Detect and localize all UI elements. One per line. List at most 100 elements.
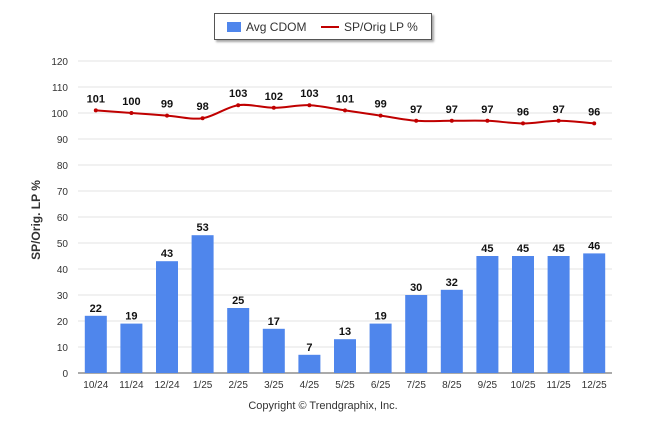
legend-item-line[interactable]: SP/Orig LP % [321, 14, 418, 39]
y-tick-label: 60 [57, 213, 69, 224]
bar [262, 328, 285, 373]
y-tick-label: 40 [57, 265, 69, 276]
bar [227, 308, 250, 373]
bar [334, 339, 356, 373]
legend-line-label: SP/Orig LP % [344, 19, 418, 34]
line-point [485, 118, 490, 123]
bar-data-label: 45 [481, 243, 493, 255]
line-data-labels: 101 100 99 98 103 102 103 101 99 97 97 97 96 97 96 [87, 88, 601, 118]
line-data-label: 98 [196, 101, 208, 113]
bar [440, 289, 463, 373]
copyright-footer: Copyright © Trendgraphix, Inc. [248, 400, 398, 412]
line-point [271, 105, 276, 110]
bar [512, 256, 534, 373]
line-data-label: 97 [481, 104, 493, 116]
line-data-label: 103 [300, 88, 318, 100]
bar [476, 256, 499, 373]
bar-data-label: 43 [161, 248, 173, 260]
bar-data-label: 7 [306, 342, 312, 354]
y-tick-label: 50 [57, 239, 69, 250]
x-tick-label: 7/25 [406, 380, 426, 391]
bar-data-label: 22 [90, 303, 102, 315]
bar-data-label: 25 [232, 295, 244, 307]
y-axis-label: SP/Orig. LP % [29, 180, 43, 260]
bar [191, 235, 214, 373]
line-point [414, 118, 419, 123]
line-data-label: 96 [588, 106, 600, 118]
line-data-label: 101 [336, 93, 354, 105]
x-tick-label: 2/25 [228, 380, 248, 391]
legend-item-bar[interactable]: Avg CDOM [227, 14, 306, 39]
bar-data-label: 45 [517, 243, 529, 255]
x-tick-labels: 10/24 11/24 12/24 1/25 2/25 3/25 4/25 5/25 6/25 7… [83, 380, 607, 391]
x-tick-label: 8/25 [442, 380, 462, 391]
x-tick-label: 6/25 [371, 380, 391, 391]
y-tick-label: 110 [52, 83, 68, 94]
bar-data-label: 45 [552, 243, 564, 255]
line-point [165, 113, 169, 118]
line-point [307, 103, 312, 108]
bar-data-label: 53 [196, 222, 208, 234]
line-point [592, 121, 597, 126]
bar-data-label: 30 [410, 282, 422, 294]
bar [405, 295, 428, 373]
line-point [129, 111, 134, 115]
y-tick-label: 10 [57, 343, 69, 354]
line-point [200, 116, 205, 121]
bar-data-label: 17 [268, 316, 280, 328]
line-point [378, 113, 383, 118]
x-tick-label: 12/25 [582, 380, 607, 391]
bar [84, 315, 107, 373]
y-tick-label: 120 [51, 57, 68, 68]
legend-line-swatch [321, 25, 339, 28]
bar [547, 256, 570, 373]
bar [583, 253, 606, 373]
y-tick-label: 0 [62, 369, 68, 380]
line-point [93, 108, 98, 113]
line-data-label: 99 [161, 99, 173, 111]
line-data-label: 99 [374, 99, 386, 111]
line-data-label: 101 [87, 93, 105, 105]
legend-bar-swatch [227, 21, 241, 32]
line-data-label: 97 [410, 104, 422, 116]
x-tick-label: 11/25 [546, 380, 571, 391]
bar [298, 354, 321, 373]
legend-bar-label: Avg CDOM [246, 19, 307, 34]
x-tick-label: 12/24 [154, 380, 179, 391]
line-data-label: 102 [265, 91, 283, 103]
bar-data-label: 46 [588, 240, 600, 252]
y-tick-label: 90 [57, 135, 69, 146]
line-point [556, 118, 561, 123]
line-data-label: 103 [229, 88, 247, 100]
bar-series [84, 235, 606, 373]
y-tick-label: 20 [57, 317, 69, 328]
x-tick-label: 3/25 [264, 380, 284, 391]
y-tick-label: 80 [57, 161, 69, 172]
y-tick-label: 30 [57, 291, 69, 302]
x-tick-label: 1/25 [193, 380, 213, 391]
x-tick-label: 10/25 [510, 380, 535, 391]
y-tick-labels: 0 10 20 30 40 50 60 70 80 90 100 110 120 [51, 57, 68, 380]
line-point [236, 103, 241, 108]
x-tick-label: 9/25 [478, 380, 498, 391]
x-tick-label: 11/24 [119, 380, 144, 391]
line-data-label: 100 [122, 96, 140, 108]
y-tick-label: 100 [51, 109, 68, 120]
bar [156, 261, 178, 373]
x-tick-label: 10/24 [83, 380, 108, 391]
bar-data-labels: 22 19 43 53 25 17 7 13 19 30 32 45 45 45 46 [90, 222, 601, 354]
line-series [93, 103, 597, 126]
x-tick-label: 5/25 [335, 380, 355, 391]
bar [369, 323, 392, 373]
bar-data-label: 19 [374, 311, 386, 323]
bar-data-label: 19 [125, 311, 137, 323]
bar-data-label: 13 [339, 326, 351, 338]
y-tick-label: 70 [57, 187, 69, 198]
line-point [449, 118, 454, 123]
line-data-label: 97 [552, 104, 564, 116]
line-point [343, 108, 347, 113]
bar [120, 323, 143, 373]
line-data-label: 97 [446, 104, 458, 116]
legend: Avg CDOM SP/Orig LP % [214, 13, 432, 40]
